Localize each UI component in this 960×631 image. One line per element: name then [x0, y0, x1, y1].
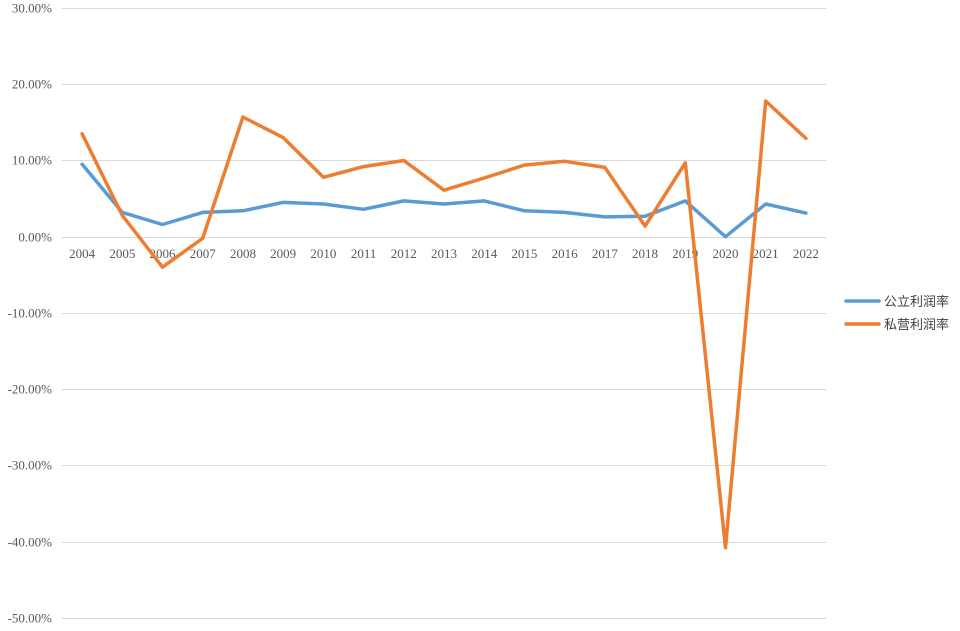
y-tick-label: -30.00% — [8, 458, 53, 473]
x-tick-label: 2020 — [712, 246, 738, 261]
y-tick-label: 0.00% — [18, 230, 52, 245]
x-tick-label: 2019 — [672, 246, 698, 261]
x-tick-label: 2022 — [793, 246, 819, 261]
y-tick-label: 10.00% — [12, 153, 52, 168]
x-tick-label: 2013 — [431, 246, 457, 261]
y-tick-label: -10.00% — [8, 306, 53, 321]
x-tick-label: 2009 — [270, 246, 296, 261]
x-tick-label: 2004 — [69, 246, 96, 261]
y-tick-label: -40.00% — [8, 535, 53, 550]
x-tick-label: 2017 — [592, 246, 619, 261]
grid-lines — [62, 8, 826, 619]
y-tick-label: 20.00% — [12, 77, 52, 92]
legend-label: 公立利润率 — [884, 294, 949, 310]
x-tick-label: 2011 — [351, 246, 377, 261]
series-line-0 — [80, 162, 808, 239]
x-tick-label: 2016 — [552, 246, 579, 261]
x-tick-label: 2012 — [391, 246, 417, 261]
y-tick-label: -20.00% — [8, 382, 53, 397]
x-tick-label: 2010 — [310, 246, 336, 261]
legend-label: 私营利润率 — [884, 317, 949, 333]
y-axis-ticks: 30.00% 20.00% 10.00% 0.00% -10.00% -20.00% -30… — [8, 1, 53, 626]
series-line-1 — [80, 99, 808, 550]
x-tick-label: 2018 — [632, 246, 658, 261]
x-tick-label: 2014 — [471, 246, 498, 261]
x-tick-label: 2015 — [511, 246, 537, 261]
x-tick-label: 2008 — [230, 246, 256, 261]
y-tick-label: -50.00% — [8, 611, 53, 626]
x-tick-label: 2021 — [753, 246, 779, 261]
x-tick-label: 2007 — [190, 246, 217, 261]
series-lines — [80, 99, 808, 550]
y-tick-label: 30.00% — [12, 1, 52, 16]
x-tick-label: 2005 — [109, 246, 135, 261]
